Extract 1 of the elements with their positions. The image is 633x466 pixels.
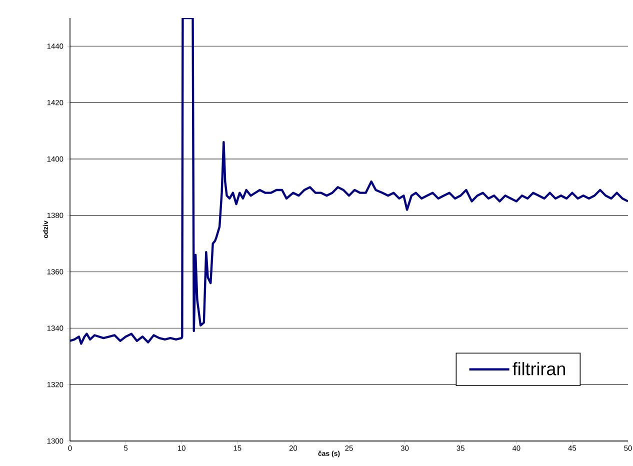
legend-label: filtriran [512,362,566,376]
